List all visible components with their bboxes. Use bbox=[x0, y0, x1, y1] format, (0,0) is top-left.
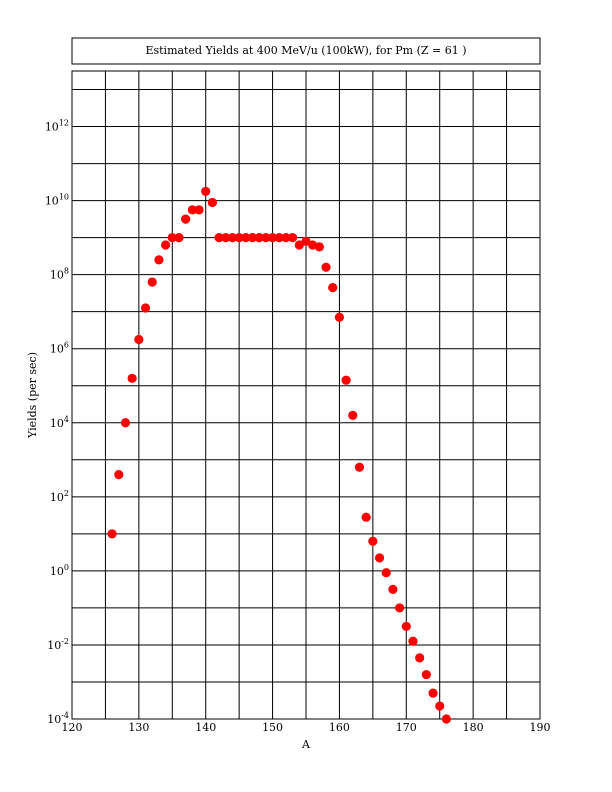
data-point bbox=[334, 312, 345, 322]
y-axis-label: Yields (per sec) bbox=[26, 352, 39, 439]
data-point bbox=[288, 233, 298, 243]
data-point bbox=[140, 303, 151, 313]
x-tick-label: 120 bbox=[62, 721, 83, 734]
data-point bbox=[341, 375, 351, 385]
title-box-frame bbox=[71, 37, 541, 65]
grid-lines bbox=[72, 71, 540, 719]
data-point bbox=[361, 512, 371, 522]
y-tick-label: 1012 bbox=[45, 119, 69, 134]
data-point bbox=[321, 262, 331, 272]
y-tick-label: 106 bbox=[50, 341, 69, 356]
y-tick-label: 104 bbox=[50, 415, 69, 430]
data-point bbox=[261, 233, 271, 243]
data-point bbox=[274, 233, 284, 243]
data-point bbox=[241, 233, 251, 243]
data-point bbox=[147, 277, 157, 287]
data-point bbox=[120, 418, 131, 428]
y-tick-label: 108 bbox=[50, 267, 69, 282]
data-point bbox=[368, 536, 378, 546]
data-point bbox=[201, 186, 211, 196]
x-axis-label: A bbox=[301, 738, 311, 751]
data-point bbox=[408, 636, 418, 646]
data-point bbox=[388, 584, 398, 595]
y-tick-label: 10-4 bbox=[47, 711, 69, 726]
x-tick-labels: 120 130 140 150 160 170 180 190 bbox=[62, 721, 551, 734]
data-point bbox=[214, 233, 224, 243]
y-tick-label: 102 bbox=[50, 489, 69, 504]
data-point bbox=[381, 568, 391, 578]
data-point bbox=[301, 236, 311, 246]
data-point bbox=[441, 714, 451, 724]
data-point bbox=[107, 529, 117, 539]
y-tick-label: 1010 bbox=[45, 193, 69, 208]
y-tick-label: 10-2 bbox=[47, 637, 69, 652]
data-point bbox=[354, 462, 365, 472]
data-point bbox=[234, 233, 244, 243]
data-point bbox=[435, 701, 445, 711]
y-tick-labels: 10-4 10-2 100 102 104 106 108 1010 1012 bbox=[45, 119, 69, 726]
data-point bbox=[167, 233, 177, 243]
x-tick-label: 130 bbox=[128, 721, 149, 734]
x-tick-label: 140 bbox=[195, 721, 216, 734]
x-tick-label: 150 bbox=[262, 721, 283, 734]
data-point bbox=[374, 553, 385, 563]
data-point bbox=[187, 205, 197, 215]
data-point bbox=[421, 669, 431, 680]
data-point bbox=[254, 233, 264, 243]
data-point bbox=[174, 233, 184, 243]
x-tick-label: 180 bbox=[463, 721, 484, 734]
data-point bbox=[134, 334, 144, 345]
data-point bbox=[221, 233, 231, 243]
data-point bbox=[247, 233, 258, 243]
data-point bbox=[395, 603, 405, 613]
data-point bbox=[227, 233, 238, 243]
x-tick-label: 170 bbox=[396, 721, 417, 734]
data-points bbox=[107, 186, 451, 724]
title-box: Estimated Yields at 400 MeV/u (100kW), f… bbox=[71, 37, 541, 65]
data-point bbox=[401, 621, 411, 632]
data-point bbox=[328, 283, 338, 293]
data-point bbox=[114, 470, 124, 480]
data-point bbox=[127, 373, 137, 383]
data-point bbox=[181, 214, 191, 224]
chart-title: Estimated Yields at 400 MeV/u (100kW), f… bbox=[145, 44, 466, 57]
data-point bbox=[294, 240, 304, 250]
x-tick-label: 160 bbox=[329, 721, 350, 734]
data-point bbox=[348, 410, 358, 420]
data-point bbox=[154, 255, 164, 265]
data-point bbox=[428, 688, 438, 698]
x-tick-label: 190 bbox=[530, 721, 551, 734]
data-point bbox=[161, 240, 171, 250]
data-point bbox=[415, 653, 425, 663]
data-point bbox=[267, 233, 278, 243]
plot-frame bbox=[71, 70, 541, 720]
y-tick-label: 100 bbox=[50, 563, 69, 578]
data-point bbox=[194, 205, 204, 215]
data-point bbox=[207, 197, 217, 208]
data-point bbox=[281, 233, 291, 243]
data-point bbox=[314, 242, 324, 252]
